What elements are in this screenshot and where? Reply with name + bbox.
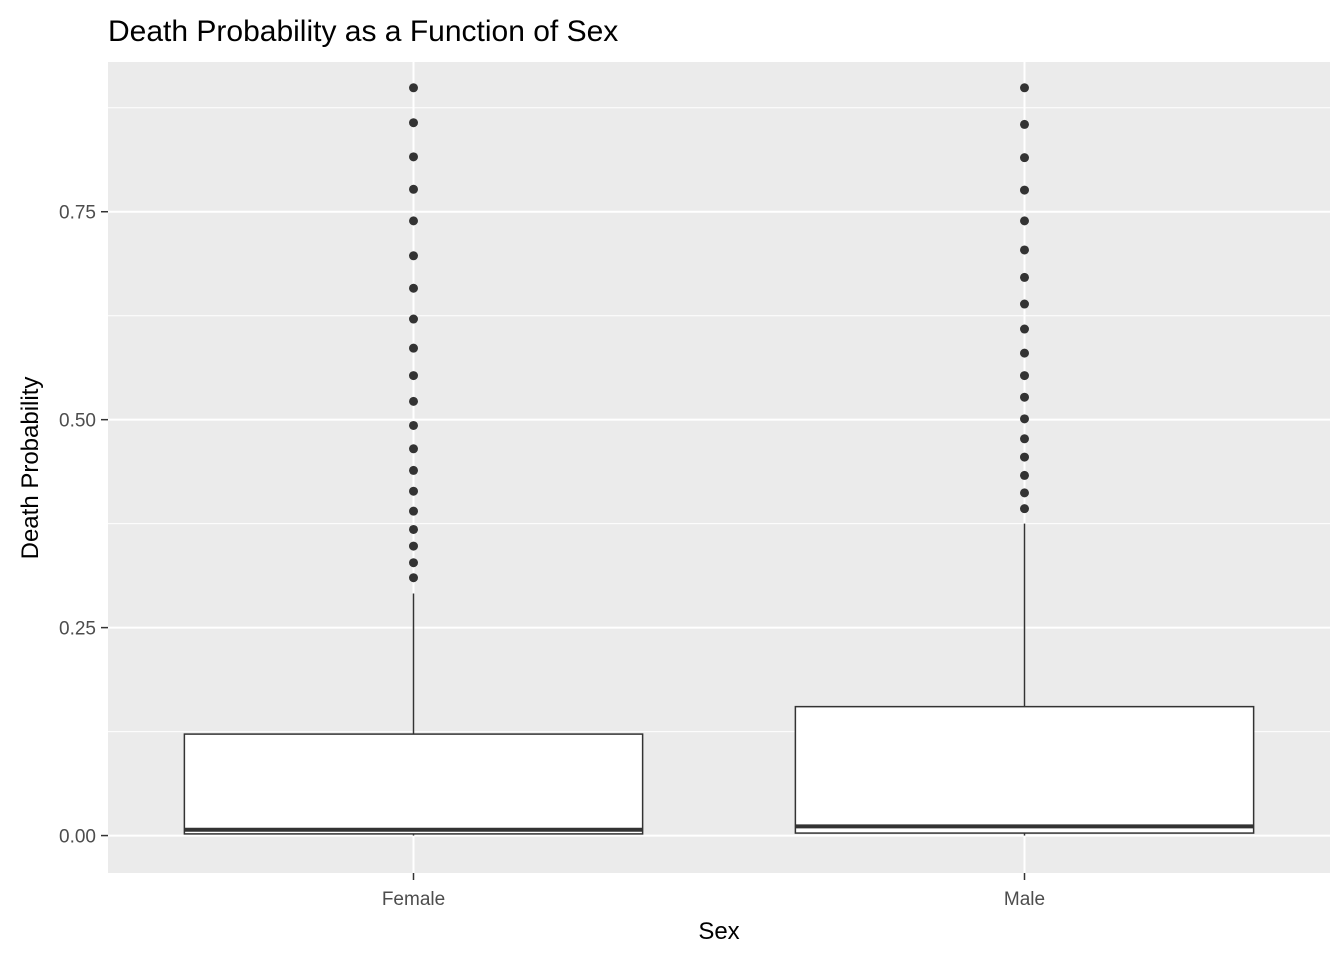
- x-axis-title: Sex: [698, 918, 739, 945]
- outlier-point: [1020, 470, 1029, 480]
- outlier-point: [409, 83, 418, 93]
- outlier-point: [409, 524, 418, 534]
- outlier-point: [409, 184, 418, 194]
- outlier-point: [1020, 348, 1029, 358]
- outlier-point: [1020, 324, 1029, 334]
- outlier-point: [409, 444, 418, 454]
- box-iqr: [794, 705, 1255, 834]
- outlier-point: [1020, 452, 1029, 462]
- outlier-point: [409, 314, 418, 324]
- outlier-point: [1020, 434, 1029, 444]
- outlier-point: [409, 396, 418, 406]
- y-tick-label: 0.25: [59, 619, 96, 640]
- y-tick-label: 0.75: [59, 203, 96, 224]
- outlier-point: [1020, 414, 1029, 424]
- outlier-point: [409, 152, 418, 162]
- y-axis: 0.00 0.25 0.50 0.75: [59, 203, 108, 848]
- outlier-point: [409, 465, 418, 475]
- y-tick-label: 0.50: [59, 411, 96, 432]
- outlier-point: [409, 558, 418, 568]
- chart-title: Death Probability as a Function of Sex: [108, 15, 618, 48]
- outlier-point: [1020, 83, 1029, 93]
- outlier-point: [1020, 392, 1029, 402]
- outlier-point: [409, 420, 418, 430]
- outlier-point: [409, 541, 418, 551]
- outlier-point: [409, 573, 418, 583]
- outlier-point: [409, 506, 418, 516]
- outlier-point: [1020, 488, 1029, 498]
- outlier-point: [1020, 245, 1029, 255]
- outlier-point: [409, 343, 418, 353]
- outlier-point: [409, 283, 418, 293]
- outlier-point: [409, 118, 418, 128]
- x-tick-label: Female: [382, 889, 445, 910]
- y-tick-label: 0.00: [59, 827, 96, 848]
- outlier-point: [1020, 272, 1029, 282]
- x-axis: Female Male: [382, 873, 1045, 910]
- outlier-point: [409, 216, 418, 226]
- outlier-point: [1020, 153, 1029, 163]
- outlier-point: [409, 251, 418, 261]
- boxplots: [183, 83, 1255, 836]
- outlier-point: [1020, 119, 1029, 129]
- outlier-point: [1020, 299, 1029, 309]
- outlier-point: [409, 486, 418, 496]
- box-iqr: [183, 733, 644, 835]
- outlier-point: [1020, 185, 1029, 195]
- outlier-point: [1020, 504, 1029, 514]
- outlier-point: [1020, 371, 1029, 381]
- y-axis-title: Death Probability: [17, 377, 44, 560]
- box-female: [183, 83, 644, 836]
- x-tick-label: Male: [1004, 889, 1045, 910]
- outlier-point: [409, 371, 418, 381]
- outlier-point: [1020, 216, 1029, 226]
- box-male: [794, 83, 1255, 836]
